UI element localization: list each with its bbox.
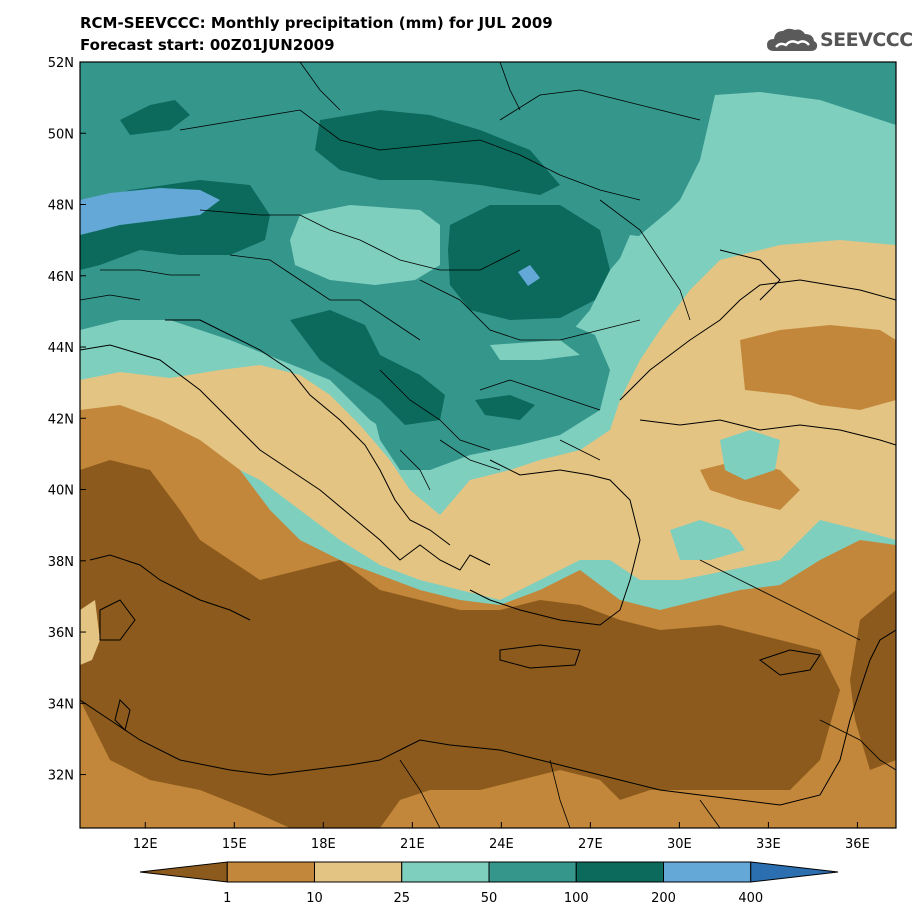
lat-label: 46N xyxy=(48,270,74,285)
contour-below-1-eastmed xyxy=(850,590,896,770)
map-frame xyxy=(79,61,897,829)
contour-25-50-balkan xyxy=(490,340,580,360)
colorbar-segment xyxy=(575,861,664,883)
lon-label: 24E xyxy=(489,837,514,852)
lon-label: 18E xyxy=(311,837,336,852)
contour-10-25-south xyxy=(80,240,896,600)
contour-25-50-east xyxy=(660,92,896,270)
longitude-axis: 12E 15E 18E 21E 24E 27E 30E 33E 36E xyxy=(133,822,870,852)
contour-patch-4 xyxy=(510,780,530,805)
colorbar-segment xyxy=(488,861,577,883)
colorbar-segment xyxy=(663,861,752,883)
country-borders xyxy=(80,62,896,828)
contour-1-10-east xyxy=(740,325,896,410)
contour-1-10-turkey xyxy=(700,460,800,510)
latitude-axis: 52N 50N 48N 46N 44N 42N 40N 38N 36N 34N 32N xyxy=(48,56,86,784)
contour-50-100-ne xyxy=(720,62,896,120)
lat-label: 38N xyxy=(48,555,74,570)
lon-label: 15E xyxy=(222,837,247,852)
colorbar-segment xyxy=(401,861,490,883)
lon-label: 21E xyxy=(400,837,425,852)
colorbar-label: 25 xyxy=(393,891,410,906)
lat-label: 52N xyxy=(48,56,74,71)
map-title: RCM-SEEVCCC: Monthly precipitation (mm) … xyxy=(80,14,553,32)
colorbar: 1 10 25 50 100 200 400 xyxy=(139,861,839,906)
lat-label: 44N xyxy=(48,341,74,356)
colorbar-segment xyxy=(226,861,315,883)
colorbar-label: 400 xyxy=(738,891,763,906)
contour-100-200-north xyxy=(120,100,190,135)
contour-100-200-poland xyxy=(315,110,560,195)
precipitation-field xyxy=(80,62,896,828)
colorbar-label: 10 xyxy=(306,891,323,906)
lat-label: 42N xyxy=(48,412,74,427)
cloud-icon xyxy=(767,28,818,51)
seevccc-logo: SEEVCCC xyxy=(766,24,913,56)
lon-label: 36E xyxy=(845,837,870,852)
lat-label: 32N xyxy=(48,769,74,784)
lat-label: 40N xyxy=(48,484,74,499)
lat-label: 34N xyxy=(48,697,74,712)
contour-200-400-west xyxy=(80,188,220,235)
colorbar-segment xyxy=(750,861,839,883)
lat-label: 36N xyxy=(48,626,74,641)
colorbar-segment xyxy=(139,861,228,883)
contour-50-100-central xyxy=(365,285,610,470)
lon-label: 30E xyxy=(667,837,692,852)
lon-label: 12E xyxy=(133,837,158,852)
contour-patch-1 xyxy=(670,520,745,560)
contour-below-1 xyxy=(80,460,840,828)
contour-25-50-pannonia xyxy=(290,205,440,285)
contour-100-200-serbia xyxy=(475,395,535,420)
contour-patch-2 xyxy=(720,430,780,480)
colorbar-label: 50 xyxy=(481,891,498,906)
colorbar-segment xyxy=(314,861,403,883)
lat-label: 50N xyxy=(48,127,74,142)
logo-text: SEEVCCC xyxy=(820,29,913,51)
lon-label: 33E xyxy=(756,837,781,852)
colorbar-label: 100 xyxy=(564,891,589,906)
map-subtitle: Forecast start: 00Z01JUN2009 xyxy=(80,36,335,54)
lat-label: 48N xyxy=(48,199,74,214)
colorbar-label: 1 xyxy=(223,891,231,906)
contour-200-400-romania xyxy=(518,265,540,286)
contour-25-50-ukraine xyxy=(600,235,690,345)
colorbar-label: 200 xyxy=(651,891,676,906)
lon-label: 27E xyxy=(578,837,603,852)
contour-100-200-romania xyxy=(448,205,610,320)
contour-patch-3 xyxy=(80,600,100,665)
